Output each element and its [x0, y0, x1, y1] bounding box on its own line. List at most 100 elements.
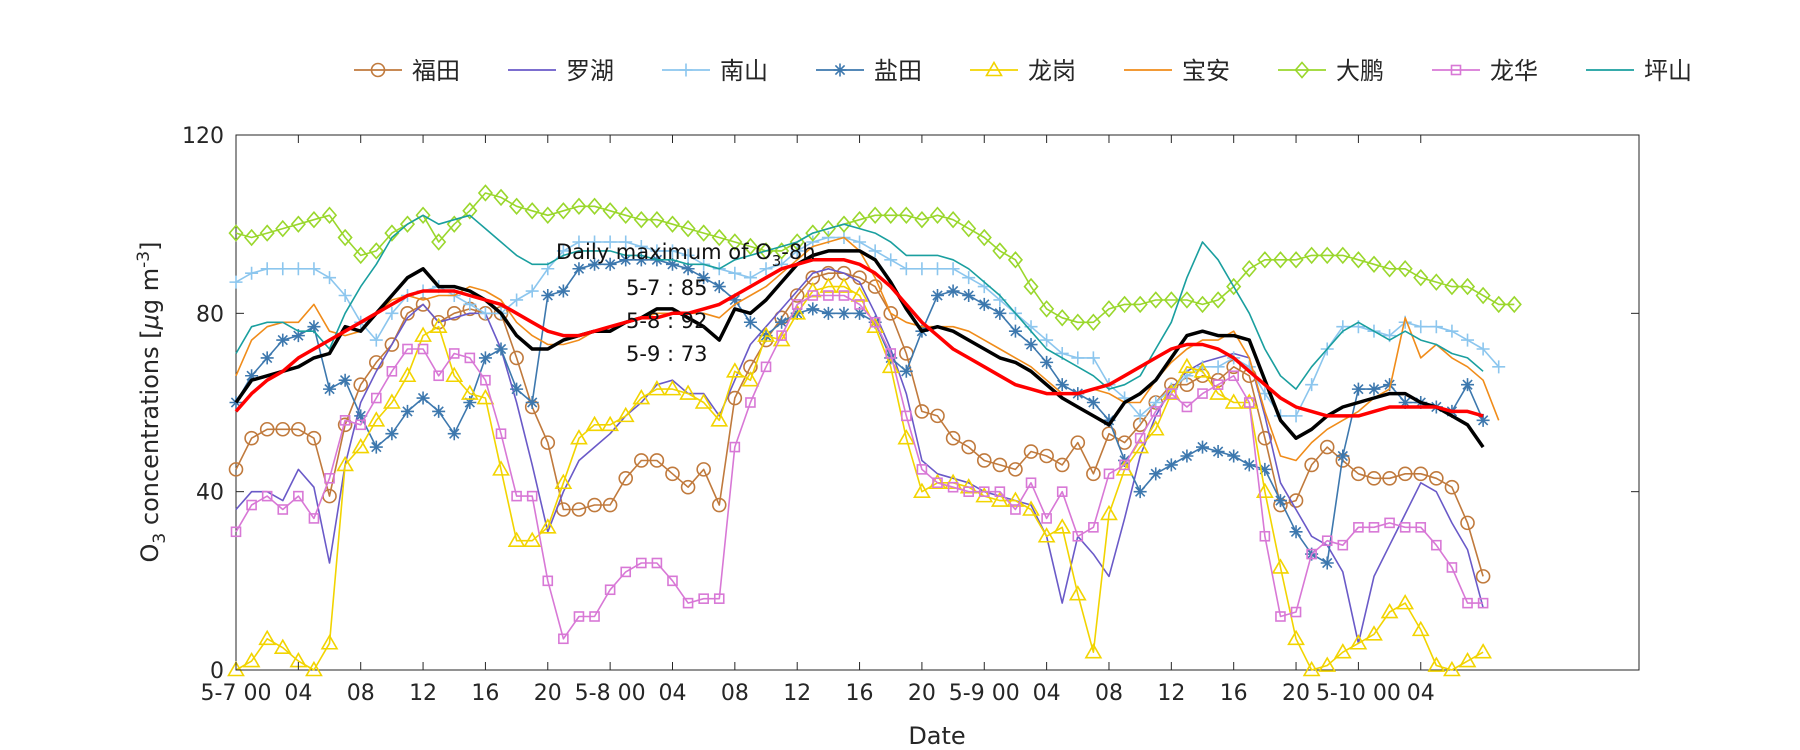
annotation-line-5-9: 5-9 : 73 [626, 342, 707, 366]
data-point [509, 350, 524, 366]
data-point [1023, 277, 1039, 296]
data-point [897, 429, 916, 445]
x-tick-label: 5-10 00 [1316, 681, 1401, 706]
data-point [680, 479, 696, 495]
data-point [1148, 291, 1164, 309]
data-point [1241, 260, 1257, 278]
data-point [1475, 569, 1491, 584]
data-point [1211, 360, 1225, 374]
data-point [324, 472, 335, 484]
data-point [853, 306, 867, 320]
daily-max-annotation: Daily maximum of O3-8h 5-7 : 85 5-8 : 92… [556, 240, 816, 366]
data-point [1193, 362, 1212, 378]
data-point [604, 584, 616, 596]
data-point [665, 466, 680, 482]
data-point [853, 235, 867, 249]
data-point [869, 316, 881, 328]
data-point [1506, 295, 1522, 314]
data-point [540, 206, 556, 224]
data-point [929, 206, 946, 224]
x-tick-label: 04 [284, 681, 312, 706]
data-point [742, 237, 758, 256]
data-point [586, 197, 603, 216]
data-point [260, 262, 274, 276]
data-point [727, 233, 743, 251]
data-point [1212, 379, 1224, 390]
data-point [930, 408, 945, 424]
data-point [993, 306, 1007, 320]
y-tick-label: 80 [196, 302, 224, 327]
series-line [235, 214, 1484, 390]
data-point [383, 393, 401, 409]
data-point [760, 361, 772, 373]
data-point [291, 329, 305, 343]
data-point [542, 575, 554, 587]
data-point [976, 453, 992, 468]
data-point [431, 233, 447, 251]
data-point [1149, 467, 1163, 481]
data-point [913, 482, 931, 498]
data-point [775, 315, 789, 329]
data-point [1413, 268, 1429, 287]
data-point [1288, 493, 1304, 508]
data-point [1023, 444, 1039, 459]
data-point [1272, 251, 1289, 269]
data-point [696, 224, 712, 242]
legend-marker [679, 63, 693, 77]
data-point [1179, 291, 1195, 309]
data-point [589, 611, 600, 622]
x-tick-label: 08 [347, 681, 375, 706]
data-point [1366, 255, 1382, 274]
data-point [400, 306, 415, 321]
data-point [885, 348, 897, 359]
data-point [680, 219, 696, 238]
data-point [509, 197, 525, 216]
data-point [556, 284, 570, 298]
x-tick-label: 20 [534, 681, 562, 706]
data-point [978, 486, 990, 497]
series-line [235, 236, 1500, 462]
legend-marker [833, 63, 847, 77]
data-point [1319, 439, 1335, 455]
data-point [961, 219, 977, 238]
data-point [1086, 466, 1101, 482]
data-point [947, 481, 959, 493]
legend-label: 大鹏 [1336, 57, 1384, 85]
data-point [507, 531, 526, 548]
data-point [836, 215, 852, 233]
data-point [1196, 440, 1210, 454]
legend-item: 福田 [354, 57, 460, 85]
data-point [883, 306, 899, 321]
data-point [353, 377, 369, 392]
data-point [944, 473, 962, 490]
data-point [400, 404, 414, 418]
data-point [415, 297, 431, 312]
data-point [1349, 634, 1368, 650]
data-point [1055, 378, 1069, 392]
data-point [1351, 466, 1366, 482]
annotation-line-5-7: 5-7 : 85 [626, 276, 707, 300]
data-point [245, 369, 259, 383]
legend-marker [1450, 64, 1462, 76]
data-point [1084, 643, 1103, 659]
data-point [1070, 313, 1086, 331]
legend-item: 坪山 [1586, 57, 1692, 85]
data-point [636, 557, 647, 569]
x-tick-label: 08 [721, 681, 749, 706]
data-point [306, 210, 322, 229]
data-point [353, 246, 369, 265]
data-point [1429, 470, 1444, 486]
data-point [713, 593, 725, 604]
data-point [1290, 606, 1302, 618]
data-point [494, 342, 508, 356]
data-point [446, 306, 462, 321]
data-point [1054, 457, 1070, 473]
x-tick-label: 16 [846, 681, 874, 706]
data-point [1197, 388, 1208, 399]
data-point [994, 486, 1006, 497]
data-point [776, 330, 787, 341]
data-point [1431, 539, 1442, 551]
data-point [398, 366, 417, 383]
data-point [868, 244, 882, 258]
data-point [803, 281, 822, 298]
